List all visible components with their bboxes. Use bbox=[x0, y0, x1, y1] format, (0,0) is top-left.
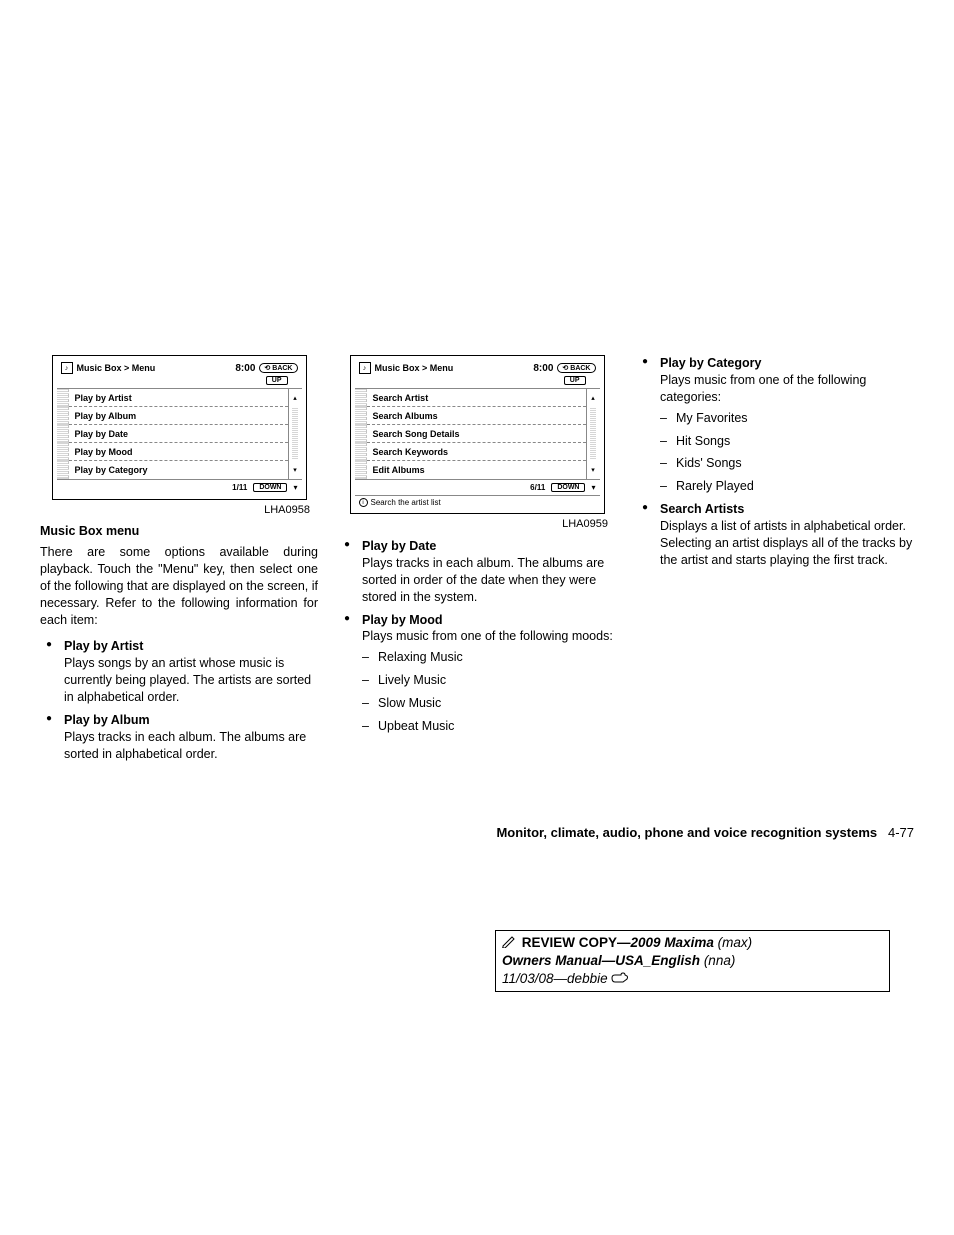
music-box-icon: ♪ bbox=[61, 362, 73, 374]
intro-text: There are some options available during … bbox=[40, 544, 318, 628]
dash-item: Relaxing Music bbox=[362, 649, 616, 666]
up-button[interactable]: UP bbox=[564, 376, 586, 385]
scrollbar[interactable]: ▴ ▾ bbox=[288, 389, 302, 479]
menu-item[interactable]: Edit Albums bbox=[367, 461, 586, 479]
page-indicator: 1/11 bbox=[232, 483, 247, 492]
menu-item[interactable]: Play by Album bbox=[69, 407, 288, 425]
bullet-item: Play by Mood Plays music from one of the… bbox=[338, 612, 616, 735]
left-strip bbox=[355, 389, 367, 479]
page-indicator: 6/11 bbox=[530, 483, 545, 492]
menu-item[interactable]: Search Song Details bbox=[367, 425, 586, 443]
shot-title: Music Box > Menu bbox=[375, 363, 530, 373]
item-title: Play by Album bbox=[64, 713, 150, 727]
menu-item[interactable]: Play by Date bbox=[69, 425, 288, 443]
bullet-item: Play by Album Plays tracks in each album… bbox=[40, 712, 318, 763]
hand-icon bbox=[611, 970, 629, 988]
footer-page: 4-77 bbox=[888, 825, 914, 840]
dash-item: Lively Music bbox=[362, 672, 616, 689]
back-label: BACK bbox=[272, 365, 292, 372]
review-line3: 11/03/08—debbie bbox=[502, 971, 608, 986]
page-footer: Monitor, climate, audio, phone and voice… bbox=[496, 825, 914, 840]
info-icon: i bbox=[359, 498, 368, 507]
screenshot-2: ♪ Music Box > Menu 8:00 ⟲BACK UP Search … bbox=[350, 355, 605, 514]
item-desc: Plays tracks in each album. The albums a… bbox=[64, 730, 306, 761]
dash-item: Slow Music bbox=[362, 695, 616, 712]
up-button[interactable]: UP bbox=[266, 376, 288, 385]
figure-code: LHA0958 bbox=[55, 504, 310, 516]
scrollbar[interactable]: ▴ ▾ bbox=[586, 389, 600, 479]
item-title: Search Artists bbox=[660, 502, 744, 516]
review-line2b: (nna) bbox=[704, 953, 736, 968]
screenshot-1: ♪ Music Box > Menu 8:00 ⟲BACK UP Play by… bbox=[52, 355, 307, 500]
back-label: BACK bbox=[570, 365, 590, 372]
shot-title: Music Box > Menu bbox=[77, 363, 232, 373]
figure-code: LHA0959 bbox=[353, 518, 608, 530]
menu-item[interactable]: Play by Artist bbox=[69, 389, 288, 407]
item-desc: Plays songs by an artist whose music is … bbox=[64, 656, 311, 704]
item-desc: Displays a list of artists in alphabetic… bbox=[660, 519, 912, 567]
info-text: Search the artist list bbox=[371, 498, 441, 507]
back-button[interactable]: ⟲BACK bbox=[557, 363, 595, 373]
menu-item[interactable]: Play by Mood bbox=[69, 443, 288, 461]
menu-item[interactable]: Search Keywords bbox=[367, 443, 586, 461]
item-title: Play by Category bbox=[660, 356, 761, 370]
down-button[interactable]: DOWN bbox=[551, 483, 585, 492]
review-line1c: (max) bbox=[718, 935, 753, 950]
left-strip bbox=[57, 389, 69, 479]
item-desc: Plays tracks in each album. The albums a… bbox=[362, 556, 604, 604]
review-line2a: Owners Manual—USA_English bbox=[502, 953, 700, 968]
bullet-item: Search Artists Displays a list of artist… bbox=[636, 501, 914, 569]
item-title: Play by Mood bbox=[362, 613, 443, 627]
dash-item: My Favorites bbox=[660, 410, 914, 427]
chevron-down-icon: ▾ bbox=[293, 483, 297, 492]
music-box-icon: ♪ bbox=[359, 362, 371, 374]
menu-list-1: Play by Artist Play by Album Play by Dat… bbox=[69, 389, 288, 479]
menu-item[interactable]: Search Artist bbox=[367, 389, 586, 407]
item-title: Play by Artist bbox=[64, 639, 143, 653]
dash-item: Rarely Played bbox=[660, 478, 914, 495]
dash-item: Kids' Songs bbox=[660, 455, 914, 472]
bullet-item: Play by Date Plays tracks in each album.… bbox=[338, 538, 616, 606]
dash-item: Upbeat Music bbox=[362, 718, 616, 735]
item-desc: Plays music from one of the following ca… bbox=[660, 373, 866, 404]
menu-item[interactable]: Search Albums bbox=[367, 407, 586, 425]
item-title: Play by Date bbox=[362, 539, 436, 553]
menu-item[interactable]: Play by Category bbox=[69, 461, 288, 479]
dash-item: Hit Songs bbox=[660, 433, 914, 450]
section-heading: Music Box menu bbox=[40, 524, 318, 538]
menu-list-2: Search Artist Search Albums Search Song … bbox=[367, 389, 586, 479]
item-desc: Plays music from one of the following mo… bbox=[362, 629, 613, 643]
footer-section: Monitor, climate, audio, phone and voice… bbox=[496, 825, 877, 840]
write-icon bbox=[502, 935, 518, 953]
review-copy-box: REVIEW COPY—2009 Maxima (max) Owners Man… bbox=[495, 930, 890, 992]
bullet-item: Play by Category Plays music from one of… bbox=[636, 355, 914, 495]
down-button[interactable]: DOWN bbox=[253, 483, 287, 492]
shot-time: 8:00 bbox=[533, 363, 553, 374]
chevron-down-icon: ▾ bbox=[591, 483, 595, 492]
review-line1b: 2009 Maxima bbox=[631, 935, 714, 950]
shot-time: 8:00 bbox=[235, 363, 255, 374]
bullet-item: Play by Artist Plays songs by an artist … bbox=[40, 638, 318, 706]
review-line1a: REVIEW COPY— bbox=[522, 935, 631, 950]
back-button[interactable]: ⟲BACK bbox=[259, 363, 297, 373]
